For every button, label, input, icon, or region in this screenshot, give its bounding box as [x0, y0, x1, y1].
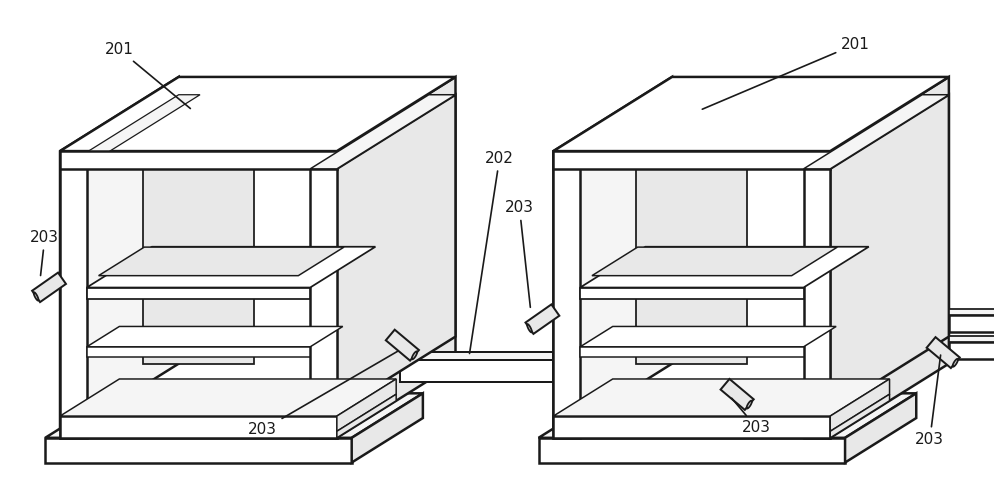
- Polygon shape: [804, 95, 949, 169]
- Polygon shape: [60, 379, 396, 416]
- Polygon shape: [34, 292, 38, 301]
- Polygon shape: [804, 151, 830, 438]
- Polygon shape: [580, 247, 869, 287]
- Polygon shape: [830, 379, 890, 431]
- Polygon shape: [87, 327, 343, 347]
- Polygon shape: [87, 287, 310, 300]
- Polygon shape: [553, 379, 890, 416]
- Polygon shape: [337, 379, 396, 431]
- Polygon shape: [553, 151, 830, 169]
- Polygon shape: [525, 305, 559, 334]
- Polygon shape: [553, 416, 830, 438]
- Polygon shape: [949, 342, 1000, 359]
- Polygon shape: [337, 95, 456, 411]
- Polygon shape: [32, 273, 66, 302]
- Polygon shape: [580, 327, 836, 347]
- Polygon shape: [953, 359, 958, 367]
- Polygon shape: [352, 393, 423, 462]
- Text: 203: 203: [915, 355, 944, 447]
- Text: 203: 203: [505, 200, 534, 308]
- Polygon shape: [747, 400, 752, 408]
- Polygon shape: [337, 77, 456, 438]
- Polygon shape: [400, 360, 553, 382]
- Text: 201: 201: [105, 42, 190, 109]
- Polygon shape: [845, 393, 916, 462]
- Polygon shape: [310, 151, 337, 438]
- Text: 203: 203: [30, 230, 59, 276]
- Polygon shape: [539, 393, 916, 438]
- Text: 203: 203: [248, 351, 398, 437]
- Polygon shape: [45, 393, 423, 438]
- Polygon shape: [87, 247, 375, 287]
- Polygon shape: [337, 394, 396, 438]
- Polygon shape: [580, 287, 804, 300]
- Polygon shape: [592, 247, 837, 276]
- Polygon shape: [539, 438, 845, 462]
- Polygon shape: [99, 247, 344, 276]
- Polygon shape: [412, 351, 417, 359]
- Polygon shape: [60, 151, 87, 438]
- Text: 201: 201: [702, 37, 870, 109]
- Polygon shape: [721, 379, 754, 410]
- Polygon shape: [580, 347, 804, 357]
- Polygon shape: [60, 151, 337, 169]
- Polygon shape: [830, 394, 890, 438]
- Polygon shape: [553, 77, 672, 438]
- Polygon shape: [386, 330, 419, 361]
- Polygon shape: [143, 154, 254, 364]
- Polygon shape: [636, 154, 747, 364]
- Polygon shape: [949, 309, 1000, 315]
- Polygon shape: [45, 438, 352, 462]
- Polygon shape: [553, 77, 949, 151]
- Polygon shape: [949, 315, 1000, 332]
- Polygon shape: [927, 337, 960, 368]
- Polygon shape: [60, 77, 456, 151]
- Polygon shape: [830, 77, 949, 438]
- Text: 203: 203: [732, 398, 771, 435]
- Polygon shape: [527, 324, 532, 333]
- Polygon shape: [553, 151, 580, 438]
- Polygon shape: [60, 77, 179, 438]
- Polygon shape: [60, 416, 337, 438]
- Polygon shape: [949, 336, 1000, 342]
- Text: 202: 202: [470, 151, 514, 353]
- Polygon shape: [87, 347, 310, 357]
- Polygon shape: [830, 95, 949, 411]
- Polygon shape: [310, 95, 456, 169]
- Polygon shape: [60, 95, 200, 169]
- Polygon shape: [400, 352, 553, 360]
